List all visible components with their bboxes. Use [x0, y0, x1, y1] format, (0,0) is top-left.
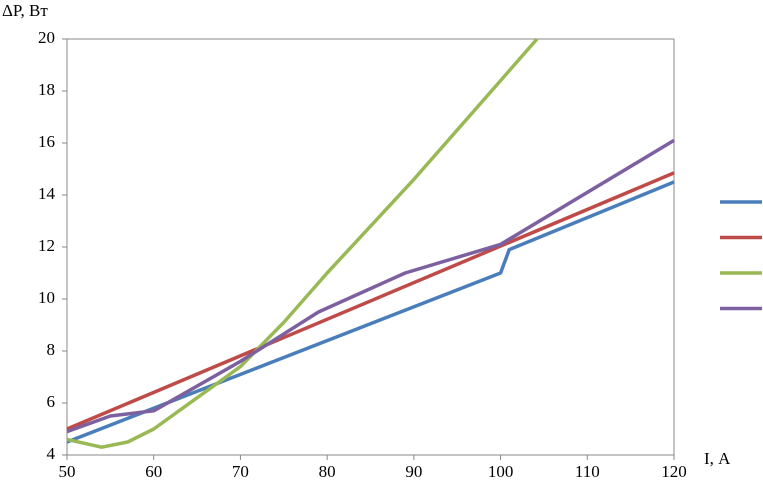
series-line: [66, 180, 675, 444]
y-tick-label: 6: [47, 392, 56, 411]
x-tick-label: 100: [488, 462, 514, 481]
x-tick-label: 70: [232, 462, 249, 481]
series-line: [66, 138, 675, 434]
plot-area: [66, 38, 675, 456]
x-tick-label: 60: [145, 462, 162, 481]
y-tick-label: 12: [38, 236, 55, 255]
y-tick-label: 20: [38, 28, 55, 47]
x-tick-label: 110: [575, 462, 600, 481]
series-line: [66, 171, 675, 431]
y-tick-label: 14: [38, 184, 56, 203]
x-tick-label: 50: [59, 462, 76, 481]
y-tick-label: 18: [38, 80, 55, 99]
y-tick-label: 10: [38, 288, 55, 307]
y-tick-label: 16: [38, 132, 55, 151]
x-tick-label: 120: [661, 462, 687, 481]
x-tick-label: 80: [319, 462, 336, 481]
y-tick-label: 4: [47, 444, 56, 463]
series-line: [66, 37, 539, 449]
y-axis-label: ΔP, Вт: [2, 1, 48, 20]
x-axis-label: I, А: [704, 449, 731, 468]
y-tick-label: 8: [47, 340, 56, 359]
x-tick-label: 90: [405, 462, 422, 481]
